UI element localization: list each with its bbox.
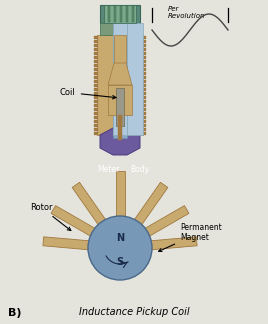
Bar xyxy=(142,72,146,75)
Bar xyxy=(142,128,146,131)
Bar xyxy=(108,85,132,115)
Bar xyxy=(142,92,146,95)
Bar xyxy=(142,88,146,91)
Bar xyxy=(142,132,146,135)
Text: Per
Revolution: Per Revolution xyxy=(168,6,206,19)
Bar xyxy=(94,116,98,119)
Bar xyxy=(120,6,122,22)
Bar xyxy=(142,56,146,59)
Bar xyxy=(94,64,98,67)
Bar xyxy=(142,48,146,51)
Bar xyxy=(127,23,143,135)
Bar xyxy=(142,64,146,67)
Bar xyxy=(114,6,116,22)
Bar xyxy=(142,40,146,43)
Bar xyxy=(94,112,98,115)
Bar xyxy=(114,35,126,63)
Bar xyxy=(94,84,98,87)
Polygon shape xyxy=(43,237,91,250)
Bar xyxy=(142,112,146,115)
Text: S: S xyxy=(116,257,124,267)
Bar xyxy=(113,23,127,138)
Bar xyxy=(142,100,146,103)
Bar xyxy=(132,6,134,22)
Bar xyxy=(142,80,146,83)
Bar xyxy=(94,60,98,63)
Text: Meter: Meter xyxy=(97,166,119,175)
Circle shape xyxy=(88,216,152,280)
Bar xyxy=(94,48,98,51)
Bar xyxy=(94,40,98,43)
Bar xyxy=(100,23,140,35)
Text: Inductance Pickup Coil: Inductance Pickup Coil xyxy=(79,307,189,317)
Bar xyxy=(94,124,98,127)
Bar xyxy=(94,72,98,75)
Bar xyxy=(142,84,146,87)
Bar xyxy=(142,60,146,63)
Bar xyxy=(94,132,98,135)
Bar xyxy=(108,6,110,22)
Bar xyxy=(94,128,98,131)
Bar xyxy=(142,116,146,119)
Text: B): B) xyxy=(8,308,21,318)
Bar xyxy=(142,36,146,39)
Bar xyxy=(94,52,98,55)
Bar xyxy=(113,23,127,135)
Bar xyxy=(94,36,98,39)
Bar xyxy=(142,108,146,111)
Text: Rotor: Rotor xyxy=(30,203,71,231)
Bar xyxy=(142,96,146,99)
Bar xyxy=(94,96,98,99)
Bar xyxy=(94,92,98,95)
Bar xyxy=(113,23,127,138)
Text: Coil: Coil xyxy=(60,88,116,99)
Polygon shape xyxy=(72,182,106,226)
Bar xyxy=(94,56,98,59)
Bar xyxy=(94,120,98,123)
Bar xyxy=(142,124,146,127)
Bar xyxy=(126,6,128,22)
Bar xyxy=(94,76,98,79)
Bar xyxy=(104,5,136,23)
Bar xyxy=(142,104,146,107)
Bar xyxy=(118,115,122,140)
Text: Permanent
Magnet: Permanent Magnet xyxy=(159,223,222,251)
Bar xyxy=(94,68,98,71)
Bar xyxy=(94,104,98,107)
Bar xyxy=(142,120,146,123)
Bar xyxy=(142,44,146,47)
Bar xyxy=(94,44,98,47)
Polygon shape xyxy=(116,171,125,218)
Bar xyxy=(127,35,143,135)
Bar xyxy=(142,68,146,71)
Bar xyxy=(116,88,124,126)
Polygon shape xyxy=(51,206,96,237)
Bar xyxy=(100,5,140,23)
Polygon shape xyxy=(150,237,197,250)
Polygon shape xyxy=(100,128,140,155)
Bar xyxy=(142,52,146,55)
Polygon shape xyxy=(144,206,189,237)
Text: Body: Body xyxy=(131,166,150,175)
Polygon shape xyxy=(133,182,168,226)
Bar xyxy=(94,80,98,83)
Bar xyxy=(94,108,98,111)
Polygon shape xyxy=(108,63,132,85)
Bar xyxy=(94,88,98,91)
Bar xyxy=(94,100,98,103)
Text: N: N xyxy=(116,233,124,243)
Bar xyxy=(142,76,146,79)
Bar xyxy=(97,35,113,135)
